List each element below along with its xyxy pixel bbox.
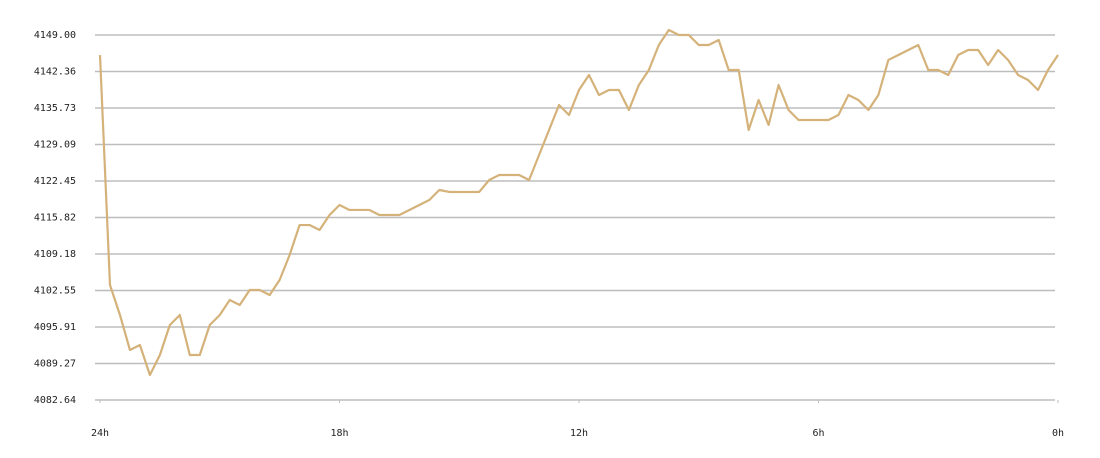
x-tick-label: 0h <box>1052 428 1064 439</box>
y-tick-label: 4095.91 <box>34 322 76 333</box>
y-tick-label: 4135.73 <box>34 103 76 114</box>
y-tick-label: 4115.82 <box>34 213 76 224</box>
y-tick-label: 4149.00 <box>34 30 76 41</box>
x-tick-label: 12h <box>570 428 588 439</box>
y-tick-label: 4089.27 <box>34 359 76 370</box>
x-tick-label: 24h <box>91 428 109 439</box>
x-tick-label: 6h <box>812 428 824 439</box>
price-line <box>98 28 1059 377</box>
y-tick-label: 4082.64 <box>34 395 76 406</box>
y-tick-label: 4109.18 <box>34 249 76 260</box>
y-tick-label: 4122.45 <box>34 176 76 187</box>
y-tick-label: 4129.09 <box>34 140 76 151</box>
x-tick-label: 18h <box>330 428 348 439</box>
y-tick-label: 4142.36 <box>34 67 76 78</box>
y-tick-label: 4102.55 <box>34 285 76 296</box>
